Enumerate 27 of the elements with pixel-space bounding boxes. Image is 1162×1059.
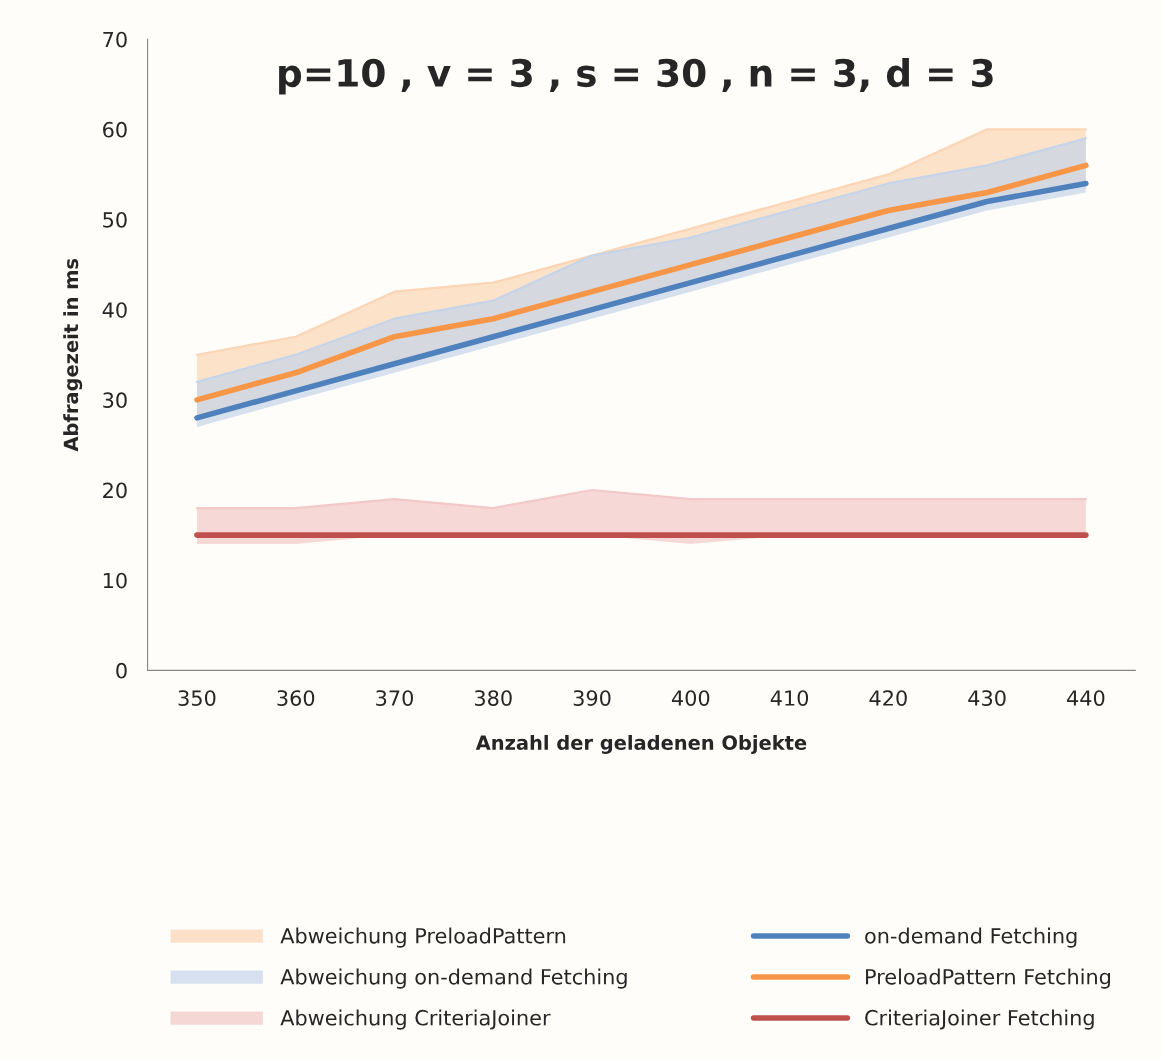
x-tick-label: 390 — [573, 690, 611, 706]
y-tick-label: 10 — [103, 572, 127, 589]
x-tick-label: 370 — [376, 690, 413, 706]
x-tick-label: 350 — [178, 690, 216, 706]
y-tick-label: 0 — [116, 662, 127, 679]
x-tick-label: 400 — [671, 690, 710, 706]
y-tick-label: 20 — [103, 482, 127, 499]
legend-label: on-demand Fetching — [865, 927, 1077, 948]
x-tick-label: 380 — [474, 690, 512, 706]
x-tick-label: 440 — [1067, 690, 1105, 706]
legend-label: Abweichung CriteriaJoiner — [280, 1009, 551, 1030]
legend-label: Abweichung PreloadPattern — [280, 927, 566, 948]
y-tick-label: 40 — [102, 302, 127, 318]
y-tick-label: 50 — [103, 211, 127, 228]
x-tick-label: 410 — [770, 690, 809, 706]
legend-label: PreloadPattern Fetching — [866, 968, 1111, 989]
y-axis-title: Abfragezeit in ms — [63, 258, 83, 452]
x-tick-label: 420 — [869, 690, 907, 706]
y-tick-label: 30 — [103, 392, 127, 409]
chart-title: p=10 , v = 3 , s = 30 , n = 3, d = 3 — [279, 58, 993, 95]
legend-label: Abweichung on-demand Fetching — [280, 968, 627, 989]
y-tick-label: 60 — [103, 121, 127, 138]
x-tick-label: 360 — [277, 690, 315, 706]
x-axis-title: Anzahl der geladenen Objekte — [475, 734, 807, 754]
x-tick-label: 430 — [968, 690, 1006, 706]
legend-label: CriteriaJoiner Fetching — [865, 1009, 1094, 1030]
y-tick-label: 70 — [103, 31, 127, 48]
